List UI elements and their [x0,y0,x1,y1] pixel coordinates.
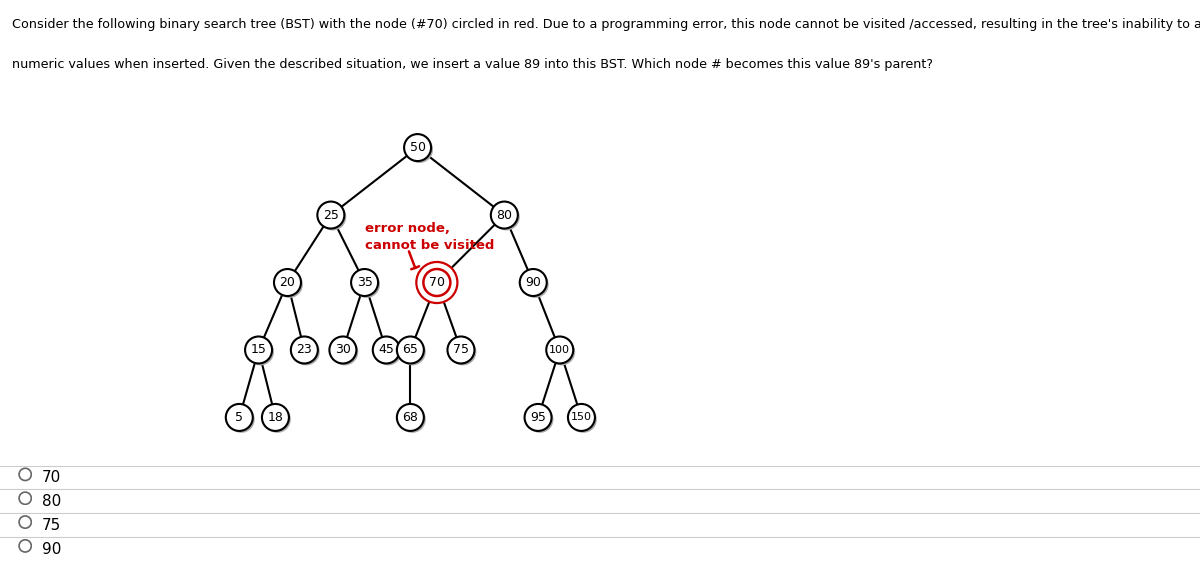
Circle shape [245,337,272,364]
Circle shape [330,337,356,364]
Circle shape [264,406,290,433]
Text: 20: 20 [280,276,295,289]
Text: 80: 80 [497,209,512,222]
Circle shape [424,269,450,296]
Circle shape [546,337,574,364]
Text: 90: 90 [42,541,61,557]
Text: 25: 25 [323,209,338,222]
Circle shape [568,404,595,431]
Text: error node,
cannot be visited: error node, cannot be visited [365,222,494,252]
Circle shape [247,338,274,365]
Circle shape [317,201,344,228]
Circle shape [520,269,547,296]
Text: 70: 70 [42,470,61,485]
Text: Consider the following binary search tree (BST) with the node (#70) circled in r: Consider the following binary search tre… [12,19,1200,31]
Circle shape [524,404,552,431]
Circle shape [548,338,575,365]
Text: 23: 23 [296,343,312,356]
Circle shape [274,269,301,296]
Text: 35: 35 [356,276,372,289]
Text: 70: 70 [428,276,445,289]
Circle shape [404,134,431,161]
Circle shape [493,204,520,231]
Circle shape [448,337,474,364]
Text: 5: 5 [235,411,244,424]
Text: 150: 150 [571,412,592,422]
Text: 30: 30 [335,343,350,356]
Circle shape [527,406,553,433]
Text: numeric values when inserted. Given the described situation, we insert a value 8: numeric values when inserted. Given the … [12,58,934,71]
Circle shape [425,271,452,298]
Text: 18: 18 [268,411,283,424]
Circle shape [276,271,302,298]
Circle shape [491,201,518,228]
Text: 75: 75 [452,343,469,356]
Circle shape [522,271,548,298]
Text: 68: 68 [402,411,419,424]
Circle shape [352,269,378,296]
Text: 45: 45 [378,343,395,356]
Text: 65: 65 [402,343,419,356]
Circle shape [226,404,253,431]
Circle shape [319,204,347,231]
Text: 15: 15 [251,343,266,356]
Circle shape [228,406,254,433]
Circle shape [398,338,426,365]
Circle shape [262,404,289,431]
Circle shape [373,337,400,364]
Circle shape [374,338,402,365]
Circle shape [418,263,456,302]
Circle shape [331,338,359,365]
Circle shape [570,406,596,433]
Text: 50: 50 [409,141,426,154]
Text: 100: 100 [550,345,570,355]
Circle shape [449,338,476,365]
Circle shape [293,338,319,365]
Text: 75: 75 [42,518,61,533]
Circle shape [290,337,318,364]
Text: 90: 90 [526,276,541,289]
Circle shape [398,406,426,433]
Circle shape [353,271,380,298]
Circle shape [397,404,424,431]
Text: 80: 80 [42,494,61,509]
Circle shape [397,337,424,364]
Circle shape [406,136,433,163]
Text: 95: 95 [530,411,546,424]
